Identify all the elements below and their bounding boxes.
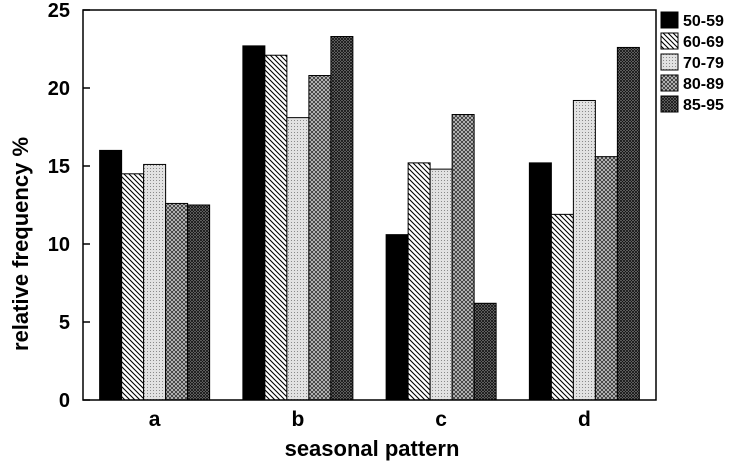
y-tick-label: 5 xyxy=(59,312,70,334)
y-axis-ticks: 0 5 10 15 20 25 xyxy=(48,0,90,412)
y-tick-label: 15 xyxy=(48,156,70,178)
bars xyxy=(99,36,640,401)
bar-c-85-95 xyxy=(473,302,497,401)
y-tick-label: 20 xyxy=(48,78,70,100)
x-tick-label: a xyxy=(149,408,161,431)
x-tick-label: d xyxy=(578,408,591,431)
y-axis-label: relative frequency % xyxy=(8,137,33,351)
plot-frame xyxy=(82,9,657,401)
bar-c-60-69 xyxy=(407,162,431,401)
legend-swatch xyxy=(660,32,679,50)
legend: 50-59 60-69 70-79 80-89 85-95 xyxy=(660,11,724,114)
y-tick-label: 10 xyxy=(48,234,70,256)
bar-c-50-59 xyxy=(385,234,409,401)
bar-d-85-95 xyxy=(616,46,640,401)
bar-a-85-95 xyxy=(187,204,211,401)
bar-b-50-59 xyxy=(242,45,266,401)
bar-a-50-59 xyxy=(99,149,123,401)
bar-a-80-89 xyxy=(165,202,189,401)
legend-swatch xyxy=(660,11,679,29)
x-tick-label: b xyxy=(291,408,304,431)
legend-swatch xyxy=(660,53,679,71)
bar-b-80-89 xyxy=(308,75,332,401)
bar-c-80-89 xyxy=(451,114,475,401)
x-axis-ticks: a b c d xyxy=(149,408,591,431)
bar-d-70-79 xyxy=(572,99,596,401)
legend-swatch xyxy=(660,95,679,113)
bar-d-50-59 xyxy=(528,162,552,401)
legend-label: 60-69 xyxy=(683,34,724,51)
bar-a-60-69 xyxy=(121,173,145,401)
legend-label: 70-79 xyxy=(683,55,724,72)
bar-a-70-79 xyxy=(143,163,167,401)
legend-swatch xyxy=(660,74,679,92)
bar-b-85-95 xyxy=(330,36,354,401)
legend-label: 80-89 xyxy=(683,76,724,93)
y-tick-label: 25 xyxy=(48,0,70,22)
x-tick-label: c xyxy=(435,408,447,431)
y-tick-label: 0 xyxy=(59,390,70,412)
legend-label: 85-95 xyxy=(683,97,724,114)
bar-d-60-69 xyxy=(550,213,574,401)
legend-label: 50-59 xyxy=(683,13,724,30)
bar-d-80-89 xyxy=(594,156,618,401)
bar-b-70-79 xyxy=(286,117,310,401)
bar-c-70-79 xyxy=(429,168,453,401)
bar-b-60-69 xyxy=(264,54,288,401)
x-axis-label: seasonal pattern xyxy=(285,436,460,461)
y-axis-title: relative frequency % xyxy=(8,137,33,351)
